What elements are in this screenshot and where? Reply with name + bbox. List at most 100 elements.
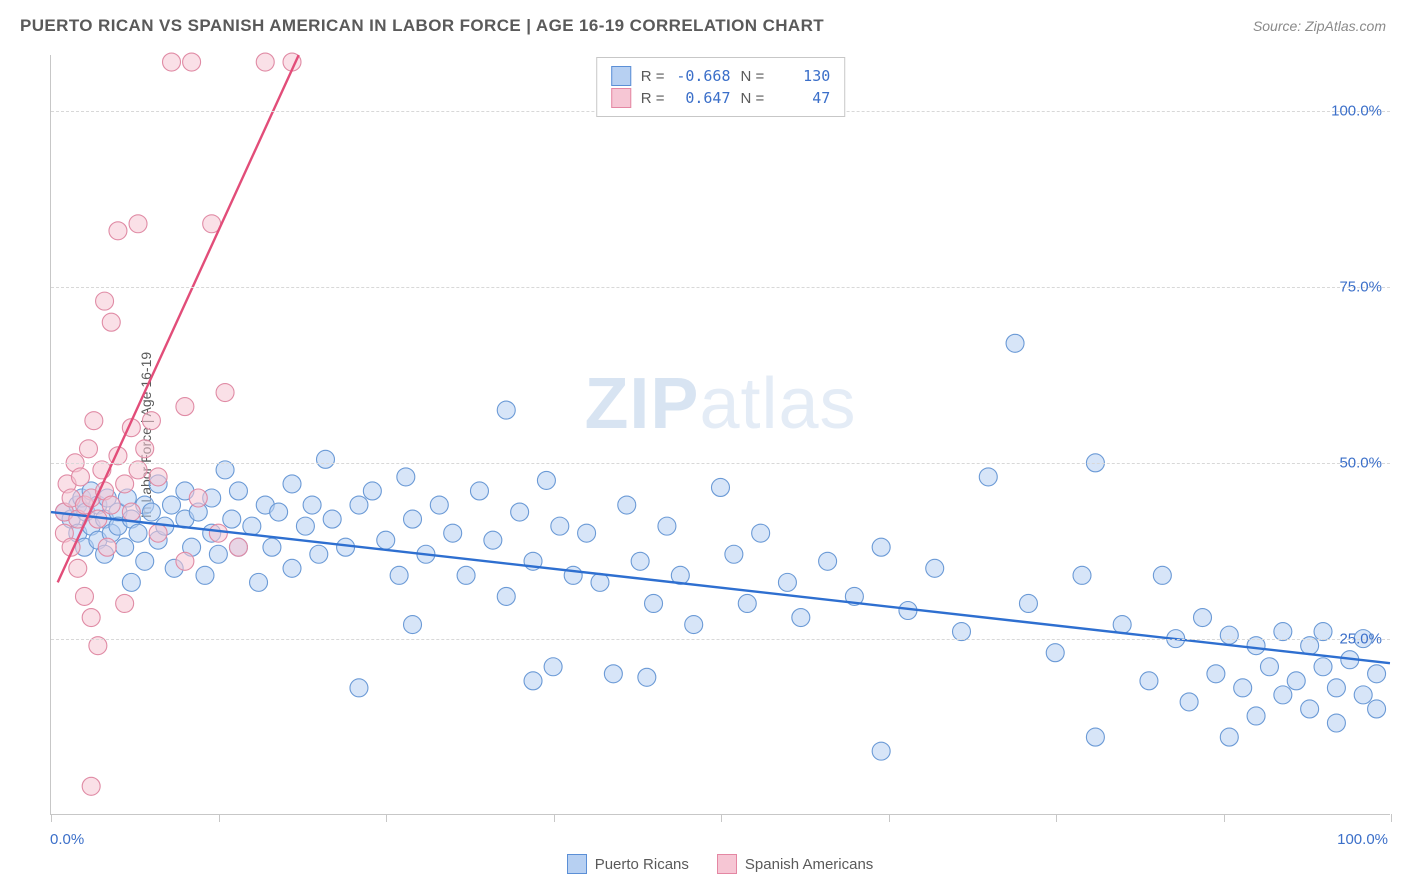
data-point bbox=[256, 53, 274, 71]
data-point bbox=[1220, 728, 1238, 746]
data-point bbox=[129, 215, 147, 233]
data-point bbox=[149, 524, 167, 542]
data-point bbox=[209, 524, 227, 542]
data-point bbox=[1234, 679, 1252, 697]
gridline bbox=[51, 287, 1390, 288]
n-value: 47 bbox=[774, 89, 830, 107]
data-point bbox=[752, 524, 770, 542]
data-point bbox=[511, 503, 529, 521]
data-point bbox=[109, 222, 127, 240]
data-point bbox=[102, 496, 120, 514]
data-point bbox=[350, 679, 368, 697]
data-point bbox=[1073, 566, 1091, 584]
data-point bbox=[631, 552, 649, 570]
data-point bbox=[430, 496, 448, 514]
data-point bbox=[819, 552, 837, 570]
y-tick-label: 100.0% bbox=[1331, 103, 1382, 120]
data-point bbox=[953, 623, 971, 641]
gridline bbox=[51, 639, 1390, 640]
data-point bbox=[1274, 686, 1292, 704]
data-point bbox=[69, 559, 87, 577]
legend-item: Puerto Ricans bbox=[567, 854, 689, 874]
data-point bbox=[122, 503, 140, 521]
data-point bbox=[444, 524, 462, 542]
data-point bbox=[604, 665, 622, 683]
data-point bbox=[283, 475, 301, 493]
x-tick bbox=[386, 814, 387, 822]
data-point bbox=[1327, 714, 1345, 732]
chart-title: PUERTO RICAN VS SPANISH AMERICAN IN LABO… bbox=[20, 16, 824, 36]
x-tick bbox=[1056, 814, 1057, 822]
data-point bbox=[792, 609, 810, 627]
r-label: R = bbox=[641, 68, 665, 85]
data-point bbox=[658, 517, 676, 535]
n-value: 130 bbox=[774, 67, 830, 85]
data-point bbox=[1207, 665, 1225, 683]
data-point bbox=[711, 478, 729, 496]
bottom-legend: Puerto Ricans Spanish Americans bbox=[50, 854, 1390, 874]
legend-label: Spanish Americans bbox=[745, 856, 873, 873]
data-point bbox=[397, 468, 415, 486]
data-point bbox=[1194, 609, 1212, 627]
data-point bbox=[1220, 626, 1238, 644]
stats-row: R = 0.647 N = 47 bbox=[611, 88, 831, 108]
data-point bbox=[142, 503, 160, 521]
data-point bbox=[578, 524, 596, 542]
data-point bbox=[1314, 658, 1332, 676]
x-max-label: 100.0% bbox=[1337, 831, 1388, 848]
data-point bbox=[96, 292, 114, 310]
data-point bbox=[116, 538, 134, 556]
x-tick bbox=[554, 814, 555, 822]
data-point bbox=[390, 566, 408, 584]
data-point bbox=[685, 616, 703, 634]
title-bar: PUERTO RICAN VS SPANISH AMERICAN IN LABO… bbox=[0, 0, 1406, 48]
data-point bbox=[926, 559, 944, 577]
n-label: N = bbox=[741, 90, 765, 107]
data-point bbox=[363, 482, 381, 500]
x-min-label: 0.0% bbox=[50, 831, 84, 848]
data-point bbox=[564, 566, 582, 584]
data-point bbox=[497, 401, 515, 419]
data-point bbox=[79, 440, 97, 458]
data-point bbox=[323, 510, 341, 528]
data-point bbox=[263, 538, 281, 556]
data-point bbox=[136, 440, 154, 458]
data-point bbox=[223, 510, 241, 528]
data-point bbox=[979, 468, 997, 486]
data-point bbox=[1287, 672, 1305, 690]
data-point bbox=[1274, 623, 1292, 641]
data-point bbox=[283, 559, 301, 577]
data-point bbox=[229, 482, 247, 500]
data-point bbox=[71, 468, 89, 486]
data-point bbox=[404, 510, 422, 528]
swatch-icon bbox=[567, 854, 587, 874]
data-point bbox=[1006, 334, 1024, 352]
data-point bbox=[149, 468, 167, 486]
data-point bbox=[163, 496, 181, 514]
y-tick-label: 25.0% bbox=[1339, 631, 1382, 648]
data-point bbox=[196, 566, 214, 584]
x-tick bbox=[219, 814, 220, 822]
data-point bbox=[122, 573, 140, 591]
data-point bbox=[377, 531, 395, 549]
data-point bbox=[778, 573, 796, 591]
swatch-icon bbox=[611, 88, 631, 108]
data-point bbox=[470, 482, 488, 500]
stats-row: R = -0.668 N = 130 bbox=[611, 66, 831, 86]
y-tick-label: 75.0% bbox=[1339, 279, 1382, 296]
data-point bbox=[176, 398, 194, 416]
data-point bbox=[129, 524, 147, 542]
data-point bbox=[1140, 672, 1158, 690]
data-point bbox=[316, 450, 334, 468]
data-point bbox=[250, 573, 268, 591]
data-point bbox=[189, 489, 207, 507]
data-point bbox=[1086, 728, 1104, 746]
swatch-icon bbox=[717, 854, 737, 874]
legend-item: Spanish Americans bbox=[717, 854, 873, 874]
data-point bbox=[176, 552, 194, 570]
data-point bbox=[243, 517, 261, 535]
data-point bbox=[183, 53, 201, 71]
data-point bbox=[497, 587, 515, 605]
data-point bbox=[872, 742, 890, 760]
data-point bbox=[1153, 566, 1171, 584]
